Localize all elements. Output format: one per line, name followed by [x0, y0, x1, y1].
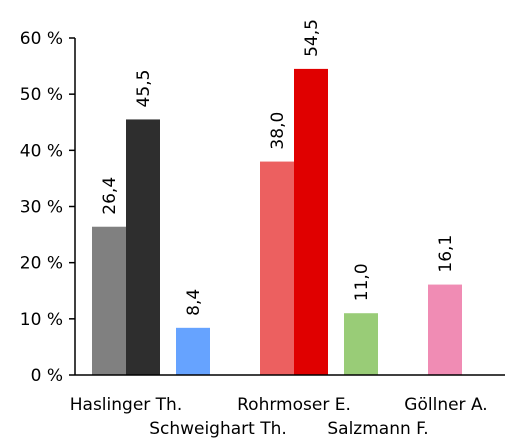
- y-tick-label: 30 %: [20, 198, 63, 218]
- bar: [92, 226, 126, 375]
- bar: [176, 327, 210, 375]
- bar: [344, 313, 378, 375]
- bar: [294, 68, 328, 376]
- x-category-label: Göllner A.: [404, 395, 487, 415]
- bar: [260, 161, 294, 375]
- bar-value-label: 45,5: [134, 70, 154, 108]
- bar-value-label: 8,4: [184, 289, 204, 316]
- bar-value-label: 26,4: [100, 177, 120, 215]
- bar-value-label: 54,5: [302, 19, 322, 57]
- y-axis: 0 % 10 % 20 % 30 % 40 % 50 % 60 %: [20, 29, 76, 386]
- x-category-label: Schweighart Th.: [149, 419, 287, 439]
- bar-value-label: 16,1: [436, 235, 456, 273]
- y-tick-label: 0 %: [31, 366, 63, 386]
- data-labels: 26,4 45,5 8,4 38,0 54,5 11,0 16,1: [100, 19, 456, 316]
- x-axis: Haslinger Th. Schweighart Th. Rohrmoser E.…: [70, 374, 505, 439]
- y-tick-label: 40 %: [20, 141, 63, 161]
- bar-value-label: 38,0: [268, 112, 288, 150]
- y-tick-label: 10 %: [20, 310, 63, 330]
- bar: [428, 284, 462, 375]
- x-category-label: Haslinger Th.: [70, 395, 182, 415]
- y-tick-label: 60 %: [20, 29, 63, 49]
- x-category-label: Rohrmoser E.: [237, 395, 351, 415]
- y-tick-label: 50 %: [20, 85, 63, 105]
- x-category-label: Salzmann F.: [327, 419, 428, 439]
- bar-value-label: 11,0: [352, 263, 372, 301]
- y-tick-label: 20 %: [20, 254, 63, 274]
- bar: [126, 119, 160, 375]
- bars: [92, 68, 462, 376]
